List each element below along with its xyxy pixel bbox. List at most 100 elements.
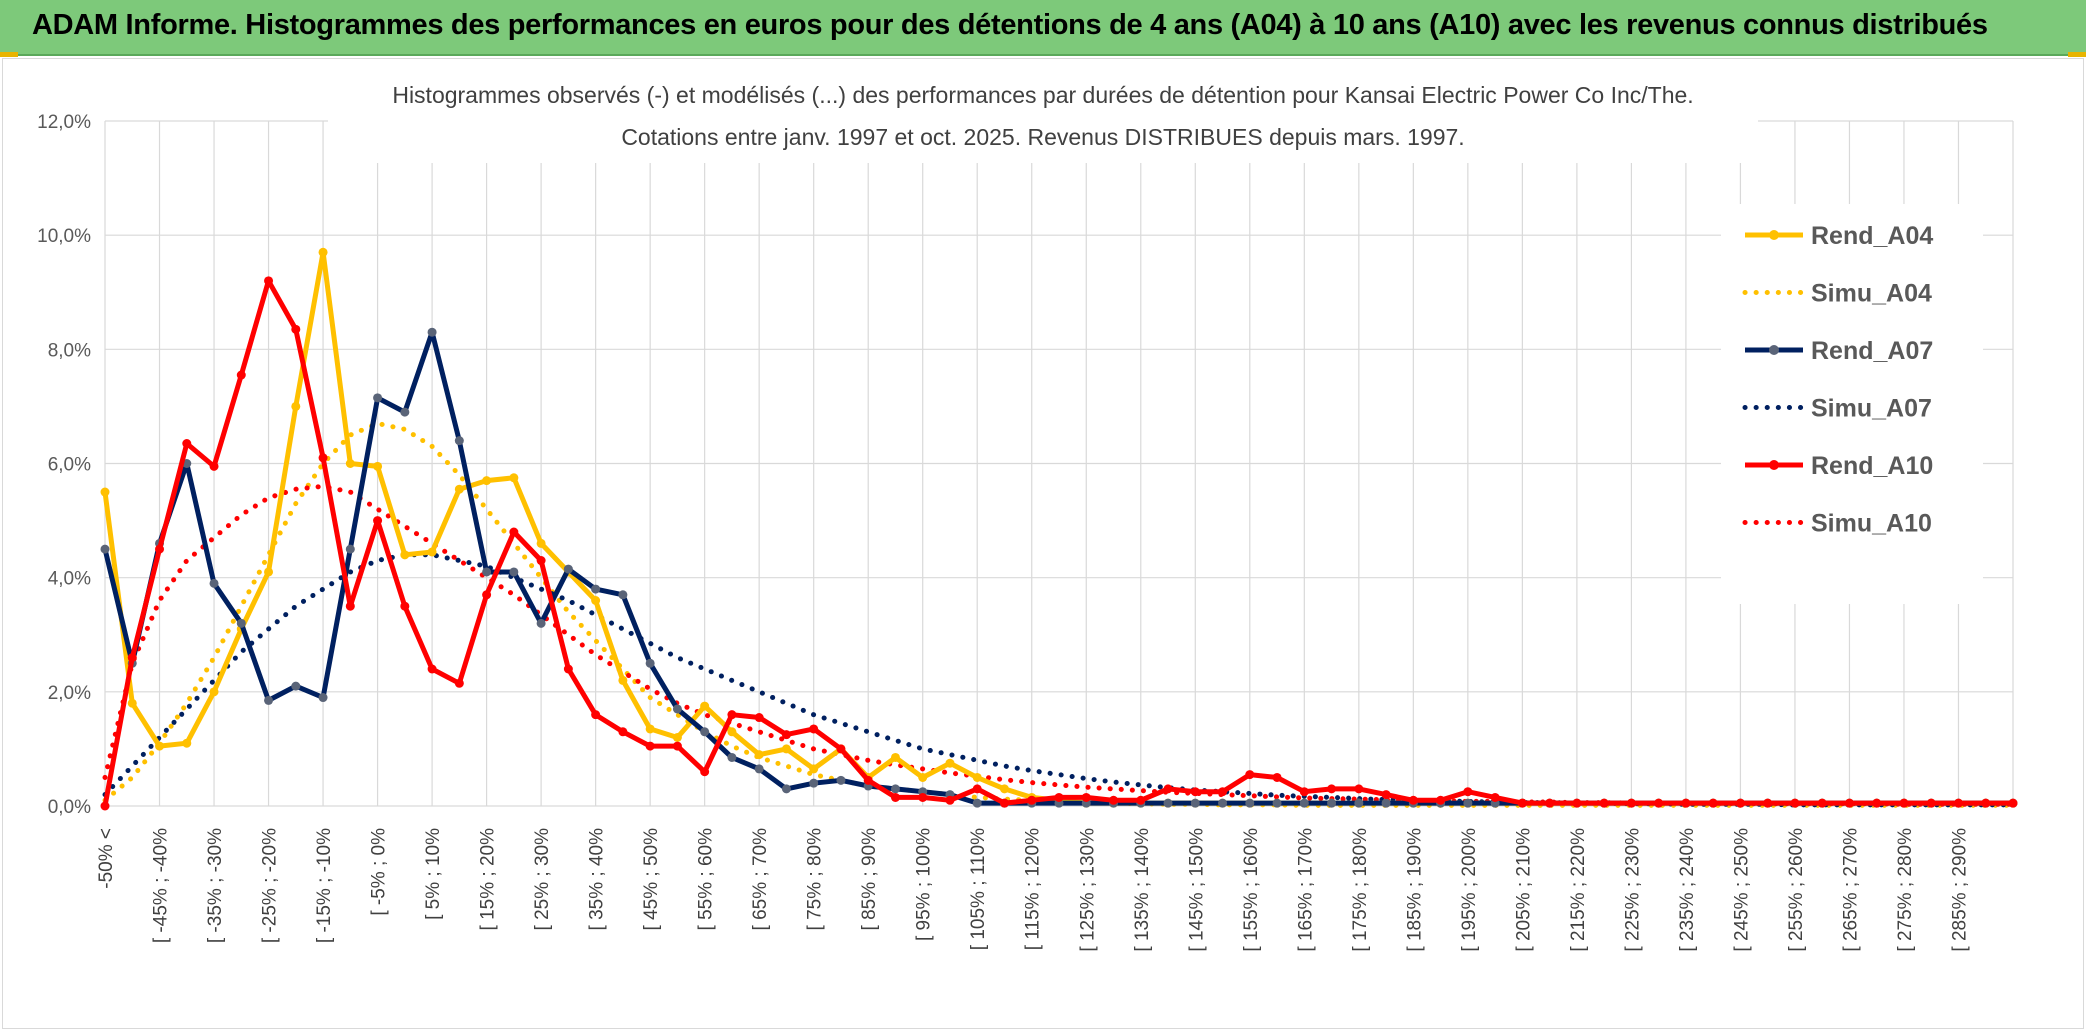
x-tick-label: [ 105% ; 110%	[968, 828, 989, 950]
x-tick-label: [ 165% ; 170%	[1295, 828, 1316, 952]
data-point	[1790, 798, 1800, 808]
data-point	[400, 407, 410, 417]
legend-label: Simu_A10	[1811, 510, 1932, 538]
legend-label: Simu_A07	[1811, 395, 1932, 423]
data-point	[1054, 792, 1064, 802]
data-point	[155, 544, 165, 554]
legend-item-Simu_A04: Simu_A04	[1742, 280, 1932, 308]
data-point	[809, 724, 819, 734]
data-point	[1190, 798, 1200, 808]
data-point	[1381, 790, 1391, 800]
legend-marker	[1769, 230, 1779, 240]
y-tick-label: 12,0%	[37, 112, 91, 133]
data-point	[345, 544, 355, 554]
data-point	[890, 784, 900, 794]
data-point	[400, 550, 410, 560]
x-tick-label: [ 245% ; 250%	[1731, 828, 1752, 952]
x-tick-label: [ 275% ; 280%	[1895, 828, 1916, 952]
data-point	[1436, 795, 1446, 805]
data-point	[1245, 798, 1255, 808]
data-point	[1109, 795, 1119, 805]
x-tick-label: [ 25% ; 30%	[532, 828, 553, 931]
x-tick-label: [ 185% ; 190%	[1404, 828, 1425, 952]
x-tick-label: [ -25% ; -20%	[260, 828, 281, 943]
data-point	[618, 727, 628, 737]
x-tick-label: [ 215% ; 220%	[1568, 828, 1589, 952]
data-point	[318, 453, 328, 463]
data-point	[1218, 787, 1228, 797]
data-point	[264, 567, 274, 577]
data-point	[454, 436, 464, 446]
data-point	[672, 733, 682, 742]
x-tick-label: [ 75% ; 80%	[805, 828, 826, 931]
data-point	[182, 738, 192, 748]
data-point	[754, 764, 764, 774]
x-tick-label: [ 135% ; 140%	[1132, 828, 1153, 952]
data-point	[100, 544, 110, 554]
data-point	[427, 327, 437, 337]
data-point	[618, 675, 628, 685]
corner-accent-left	[0, 52, 18, 57]
data-point	[1981, 798, 1991, 808]
data-point	[809, 764, 819, 774]
data-point	[563, 564, 573, 574]
data-point	[645, 658, 655, 668]
x-tick-label: [ 125% ; 130%	[1077, 828, 1098, 952]
data-point	[1926, 798, 1936, 808]
data-point	[999, 784, 1009, 794]
data-point	[454, 678, 464, 688]
data-point	[427, 664, 437, 674]
data-point	[100, 801, 110, 811]
data-point	[1545, 798, 1555, 808]
x-tick-label: [ 155% ; 160%	[1241, 828, 1262, 952]
data-point	[1817, 798, 1827, 808]
report-title: ADAM Informe. Histogrammes des performan…	[32, 9, 1988, 41]
x-tick-label: [ 115% ; 120%	[1023, 828, 1044, 950]
data-point	[482, 590, 492, 600]
x-tick-label: [ -15% ; -10%	[314, 828, 335, 943]
legend-label: Simu_A04	[1811, 280, 1932, 308]
corner-accent-right	[2068, 52, 2086, 57]
legend-item-Rend_A10: Rend_A10	[1745, 452, 1933, 480]
data-point	[127, 698, 137, 708]
legend-label: Rend_A04	[1811, 222, 1933, 250]
data-point	[1681, 798, 1691, 808]
y-tick-label: 6,0%	[48, 455, 91, 476]
data-point	[1708, 798, 1718, 808]
chart-area: 0,0% 2,0% 4,0% 6,0% 8,0% 10,0% 12,0% -50% < [ -…	[2, 58, 2084, 1029]
chart-title: Histogrammes observés (-) et modélisés (…	[392, 82, 1693, 108]
x-tick-label: [ 145% ; 150%	[1186, 828, 1207, 952]
data-point	[209, 461, 219, 471]
x-tick-label: [ 235% ; 240%	[1677, 828, 1698, 952]
data-point	[100, 487, 110, 497]
data-point	[1899, 798, 1909, 808]
data-point	[236, 370, 246, 380]
data-point	[345, 459, 355, 468]
x-tick-label: [ 65% ; 70%	[750, 828, 771, 931]
histogram-chart: 0,0% 2,0% 4,0% 6,0% 8,0% 10,0% 12,0% -50% < [ -…	[37, 67, 2018, 952]
title-backdrop	[328, 67, 1758, 163]
data-point	[1027, 795, 1037, 805]
data-point	[1354, 784, 1364, 794]
data-point	[972, 784, 982, 794]
x-tick-label: [ 255% ; 260%	[1786, 828, 1807, 952]
data-point	[264, 276, 274, 286]
data-point	[890, 792, 900, 802]
data-point	[482, 567, 492, 577]
x-tick-label: [ 225% ; 230%	[1622, 828, 1643, 952]
data-point	[2008, 798, 2018, 808]
data-point	[318, 693, 328, 703]
data-point	[700, 727, 710, 737]
data-point	[1735, 798, 1745, 808]
legend-marker	[1769, 460, 1779, 470]
data-point	[1081, 792, 1091, 802]
data-point	[727, 727, 737, 737]
y-tick-label: 2,0%	[48, 683, 91, 704]
data-point	[1654, 798, 1664, 808]
x-axis-ticks: -50% < [ -45% ; -40% [ -35% ; -30% [ -25% ;…	[96, 828, 1970, 952]
data-point	[1953, 798, 1963, 808]
data-point	[509, 473, 519, 483]
data-point	[1763, 798, 1773, 808]
data-point	[1327, 784, 1337, 794]
data-point	[1272, 772, 1282, 782]
